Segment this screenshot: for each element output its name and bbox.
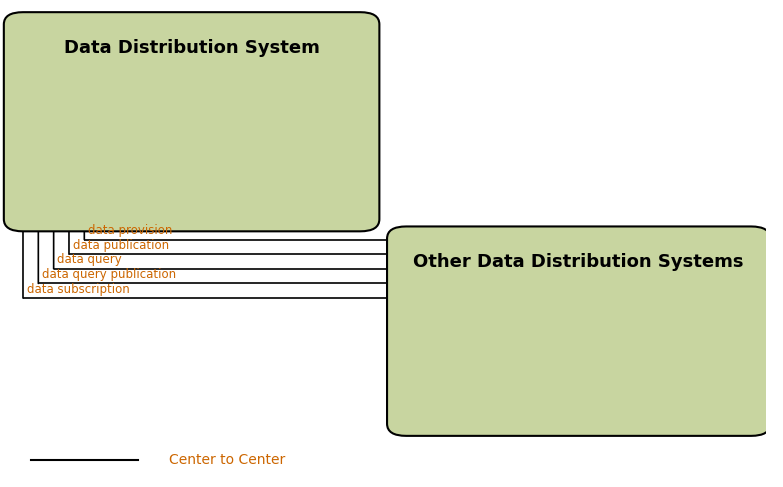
Text: Data Distribution System: Data Distribution System xyxy=(63,39,319,57)
Text: data query publication: data query publication xyxy=(42,268,176,281)
Text: data provision: data provision xyxy=(88,224,172,237)
FancyBboxPatch shape xyxy=(387,226,770,436)
Text: Center to Center: Center to Center xyxy=(168,453,285,467)
Text: data subscription: data subscription xyxy=(27,282,129,296)
FancyBboxPatch shape xyxy=(4,12,380,231)
Text: Other Data Distribution Systems: Other Data Distribution Systems xyxy=(413,253,744,271)
Text: data query: data query xyxy=(57,253,122,266)
Text: data publication: data publication xyxy=(73,239,169,252)
